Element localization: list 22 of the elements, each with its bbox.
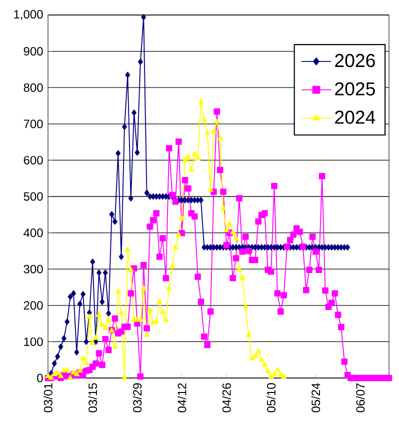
y-tick-label: 300	[24, 264, 43, 274]
x-tick-label: 06/07	[356, 383, 365, 412]
y-tick-label: 900	[24, 47, 43, 56]
x-tick-label: 03/15	[88, 383, 98, 412]
legend-label: 2026	[335, 54, 375, 68]
x-tick-label: 05/24	[311, 383, 320, 412]
y-tick-label: 400	[24, 228, 43, 238]
y-tick-label: 1,000	[14, 10, 43, 20]
y-tick-label: 200	[24, 301, 43, 310]
y-tick-label: 500	[24, 192, 43, 201]
y-tick-label: 100	[24, 337, 43, 346]
x-tick-label: 03/01	[44, 383, 52, 412]
y-tick-label: 600	[24, 156, 43, 164]
y-tick-label: 700	[24, 120, 43, 128]
x-tick-label: 04/26	[222, 383, 231, 412]
x-tick-label: 05/10	[266, 383, 276, 412]
x-tick-label: 03/29	[132, 383, 142, 412]
x-tick-label: 04/12	[177, 383, 186, 412]
y-tick-label: 0	[37, 374, 43, 382]
legend-label: 2025	[335, 82, 375, 96]
legend-label: 2024	[335, 110, 376, 124]
y-tick-label: 800	[24, 83, 43, 92]
